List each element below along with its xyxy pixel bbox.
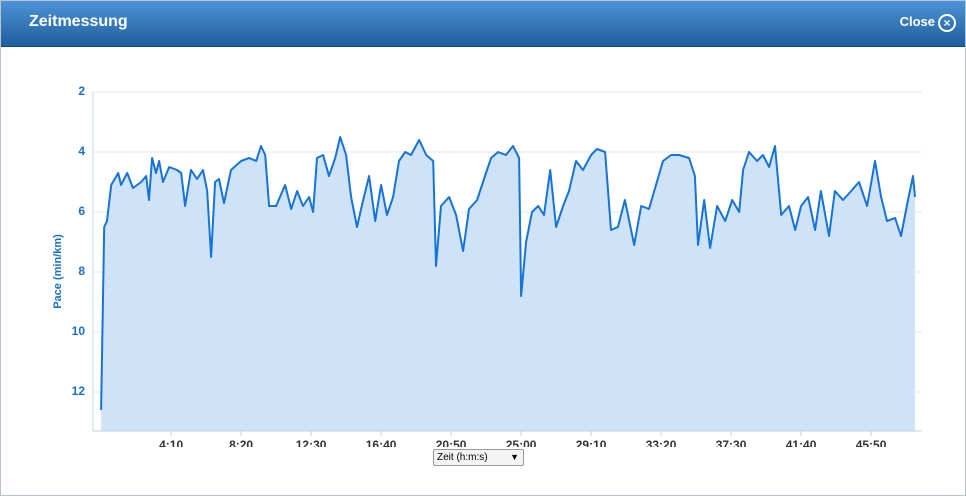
x-tick-label: 4:10 bbox=[159, 438, 183, 447]
x-tick-label: 25:00 bbox=[506, 438, 537, 447]
y-tick-label: 6 bbox=[78, 204, 85, 218]
chart: 2 4 6 8 10 12 Pace (min/km) 4:10 8:20 12:30 16:40 2… bbox=[52, 84, 922, 447]
pace-line bbox=[100, 136, 916, 411]
y-tick-label: 2 bbox=[78, 84, 85, 98]
x-tick-label: 16:40 bbox=[366, 438, 397, 447]
dialog-title: Zeitmessung bbox=[29, 13, 128, 30]
x-tick-label: 29:10 bbox=[576, 438, 607, 447]
dialog-header: Zeitmessung Close × bbox=[1, 1, 965, 47]
y-tick-label: 10 bbox=[72, 324, 86, 338]
y-tick-label: 12 bbox=[72, 384, 86, 398]
y-axis-title: Pace (min/km) bbox=[52, 234, 64, 309]
y-tick-label: 8 bbox=[78, 264, 85, 278]
x-tick-label: 12:30 bbox=[296, 438, 327, 447]
x-tick-label: 33:20 bbox=[646, 438, 677, 447]
close-icon[interactable]: × bbox=[938, 14, 956, 32]
x-tick-label: 41:40 bbox=[786, 438, 817, 447]
x-tick-label: 20:50 bbox=[436, 438, 467, 447]
close-button[interactable]: Close bbox=[899, 14, 935, 29]
x-tick-label: 8:20 bbox=[229, 438, 253, 447]
y-tick-label: 4 bbox=[78, 144, 85, 158]
area-fill bbox=[101, 137, 916, 431]
x-tick-label: 37:30 bbox=[716, 438, 747, 447]
x-axis-select[interactable]: Zeit (h:m:s) bbox=[433, 449, 524, 466]
x-tick-label: 45:50 bbox=[856, 438, 887, 447]
